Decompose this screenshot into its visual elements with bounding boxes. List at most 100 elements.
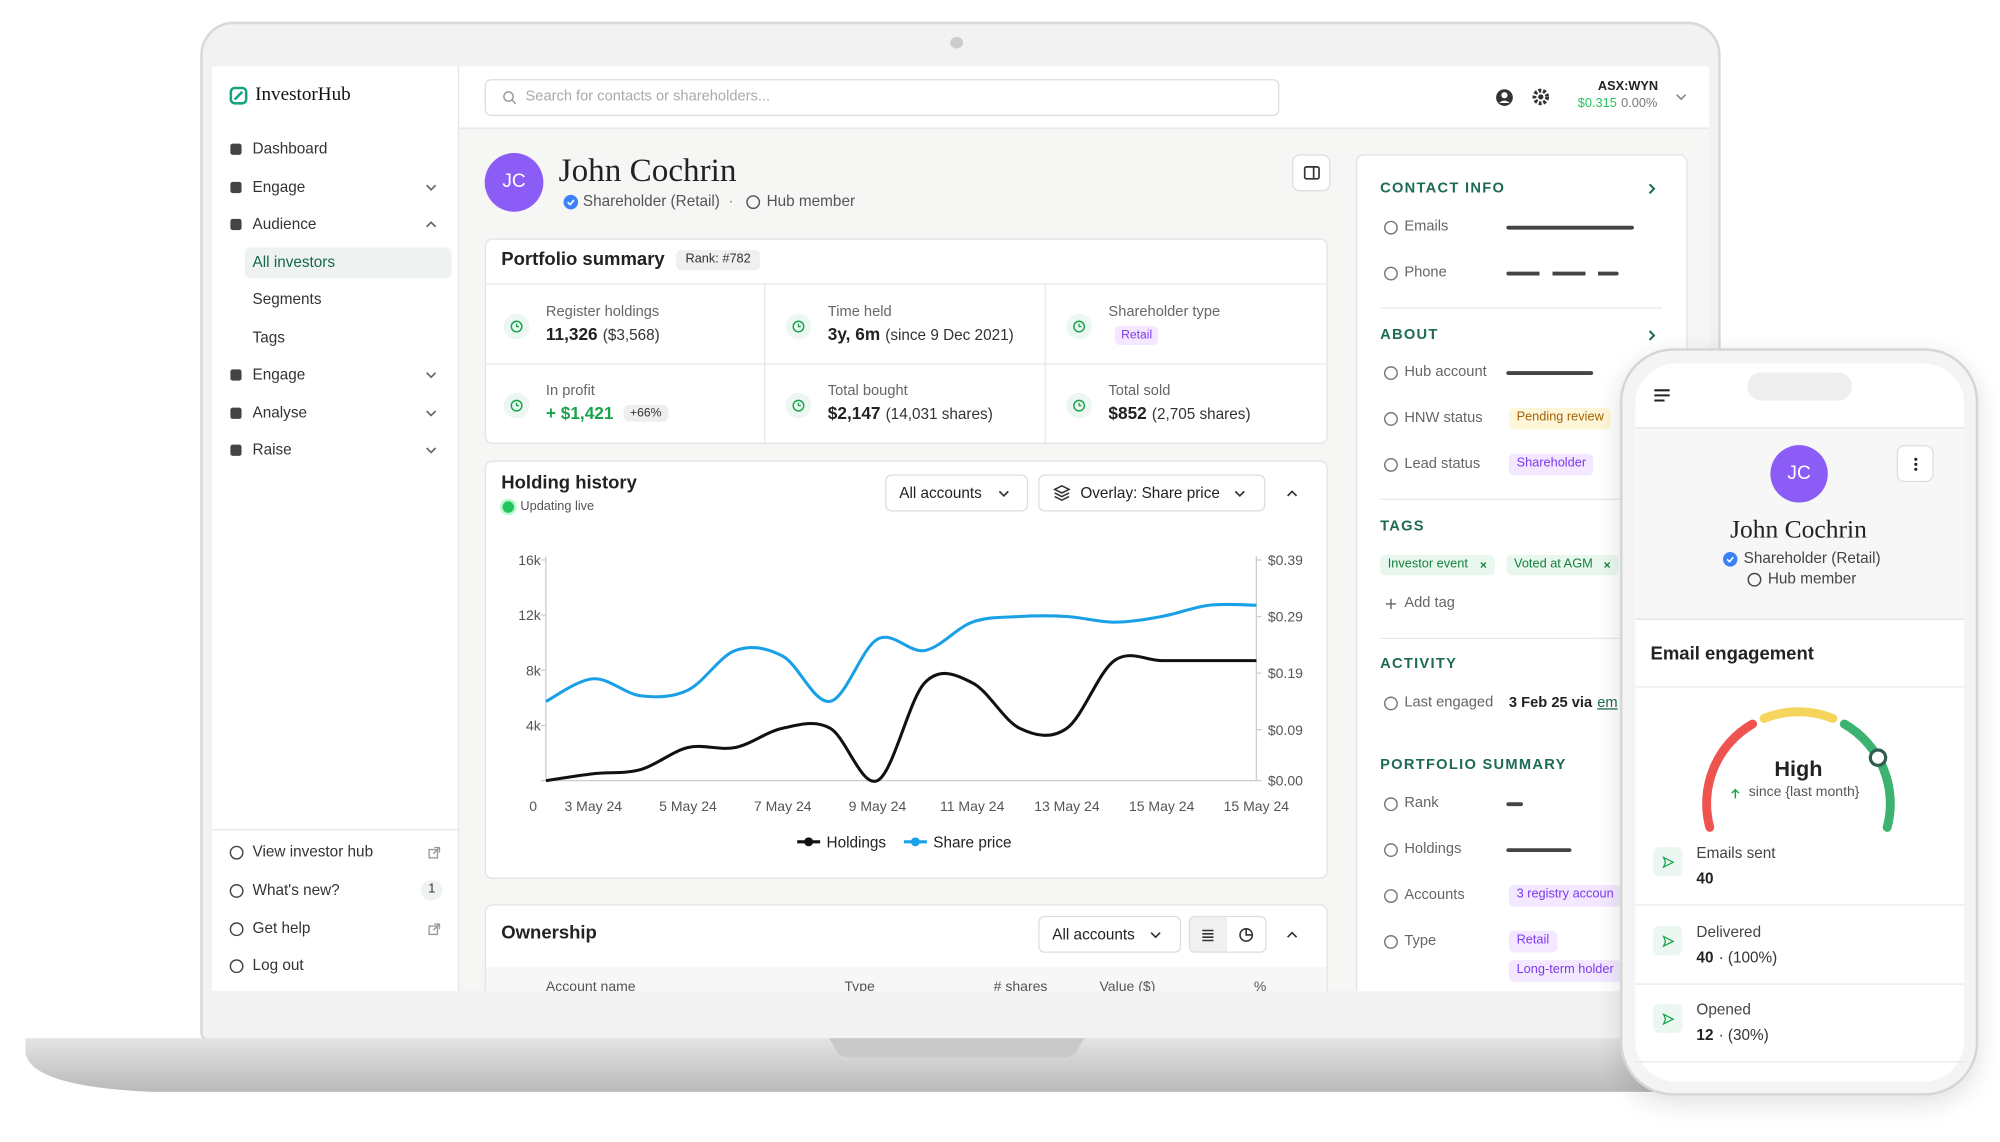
cell-detail: (since 9 Dec 2021): [885, 325, 1014, 344]
stat-label: Opened: [1696, 1000, 1751, 1019]
cell-label: Register holdings: [545, 304, 660, 320]
cell-icon: [510, 399, 523, 412]
icon-shape: [515, 323, 519, 328]
divider: [485, 363, 1327, 365]
dynamic-island: [1747, 372, 1853, 401]
section-title: PORTFOLIO SUMMARY: [1380, 757, 1567, 773]
icon: [1383, 411, 1398, 426]
chevron: [1150, 931, 1161, 938]
icon-shape: [229, 845, 243, 859]
redacted-value: [1506, 370, 1594, 375]
legend-swatch-dot: [910, 837, 920, 847]
cell-icon: [1073, 320, 1086, 333]
y2-tick-label: $0.29: [1268, 609, 1303, 625]
nav-item[interactable]: Raise: [252, 440, 292, 459]
badge: Pending review: [1508, 407, 1612, 429]
icon-shape: [427, 924, 438, 935]
live-dot: [502, 501, 515, 513]
icon-shape: [1245, 928, 1253, 936]
menu-icon: [1654, 389, 1670, 402]
icon-shape: [1661, 855, 1674, 868]
nav-item[interactable]: Segments: [252, 290, 322, 309]
icon-shape: [230, 143, 242, 155]
icon-shape: [1202, 929, 1214, 941]
stat-icon-bg: [1653, 926, 1683, 956]
chevron: [1287, 930, 1298, 938]
icon-shape: [1913, 462, 1917, 466]
badge: Shareholder: [1508, 453, 1594, 475]
field-label: HNW status: [1404, 410, 1483, 426]
tag[interactable]: Voted at AGM: [1514, 557, 1593, 572]
nav-footer-item[interactable]: What's new?: [252, 880, 340, 899]
nav-footer-item[interactable]: Log out: [252, 955, 304, 974]
column-header: Account name: [545, 979, 636, 996]
logo: InvestorHub: [255, 84, 351, 106]
field-label: Emails: [1404, 219, 1449, 235]
gauge-segment: [1702, 719, 1758, 832]
stat-detail: · (30%): [1718, 1026, 1769, 1045]
chevron: [998, 490, 1009, 497]
legend-swatch-dot: [804, 837, 814, 847]
sidebar: [211, 66, 460, 992]
icon-shape: [1498, 99, 1510, 103]
y2-tick-label: $0.19: [1268, 665, 1303, 681]
icon-shape: [1385, 598, 1396, 609]
logo-mark: [229, 86, 248, 105]
overlay-select[interactable]: [1038, 474, 1266, 512]
divider: [1044, 284, 1046, 443]
section-title: CONTACT INFO: [1380, 180, 1506, 197]
nav-active-bg: [244, 247, 452, 279]
redacted-value: [1506, 801, 1523, 806]
icon-shape: [432, 846, 440, 854]
nav-footer-item[interactable]: View investor hub: [252, 842, 374, 861]
tag-bg: [1506, 554, 1619, 576]
divider: [211, 829, 460, 831]
nav-item[interactable]: All investors: [252, 253, 336, 272]
cell-label: In profit: [545, 383, 595, 399]
ticker-change: 0.00%: [1621, 96, 1658, 111]
nav-item[interactable]: Audience: [252, 214, 317, 233]
panel-toggle[interactable]: [1292, 154, 1331, 192]
legend-item: Holdings: [797, 835, 886, 852]
ticker: ASX:WYN: [1597, 80, 1659, 95]
chevron: [1648, 183, 1656, 194]
nav-item[interactable]: Dashboard: [252, 139, 328, 158]
add-tag[interactable]: Add tag: [1404, 595, 1455, 611]
x-tick-label: 11 May 24: [940, 798, 1005, 814]
icon-shape: [502, 90, 514, 102]
icon-shape: [229, 921, 243, 936]
column-header: %: [1253, 979, 1267, 996]
stat-icon: [1661, 934, 1674, 947]
icon: [229, 958, 243, 973]
nav-footer-item[interactable]: Get help: [252, 919, 311, 937]
icon-shape: [1078, 402, 1082, 407]
search-box[interactable]: [484, 79, 1280, 117]
icon-shape: [25, 1038, 1971, 1092]
accounts-select[interactable]: [885, 474, 1029, 512]
stat-value-row: 40 · (100%): [1696, 948, 1777, 967]
icon: [745, 194, 760, 209]
stat-icon-bg: [1653, 846, 1683, 877]
layers-icon: [1052, 484, 1071, 502]
x-tick-label: 9 May 24: [849, 798, 907, 814]
live-status: Updating live: [520, 499, 595, 514]
stat-value: 40: [1696, 869, 1714, 888]
trend-icon: [1730, 787, 1739, 798]
icon-shape: [1234, 490, 1245, 497]
icon-shape: [1648, 330, 1656, 341]
nav-item[interactable]: Engage: [252, 177, 306, 196]
column-header: Value ($): [1099, 979, 1156, 996]
icon-shape: [230, 369, 242, 381]
icon: [1383, 457, 1398, 472]
nav-item[interactable]: Analyse: [252, 403, 308, 422]
icon-shape: [1052, 484, 1071, 502]
icon-shape: [229, 883, 243, 898]
icon-shape: [427, 848, 438, 858]
nav-item[interactable]: Engage: [252, 365, 306, 384]
tag[interactable]: Investor event: [1387, 557, 1468, 572]
nav-item[interactable]: Tags: [252, 328, 285, 347]
cell-value: $852: [1108, 403, 1147, 423]
field-label: Hub account: [1404, 364, 1487, 380]
